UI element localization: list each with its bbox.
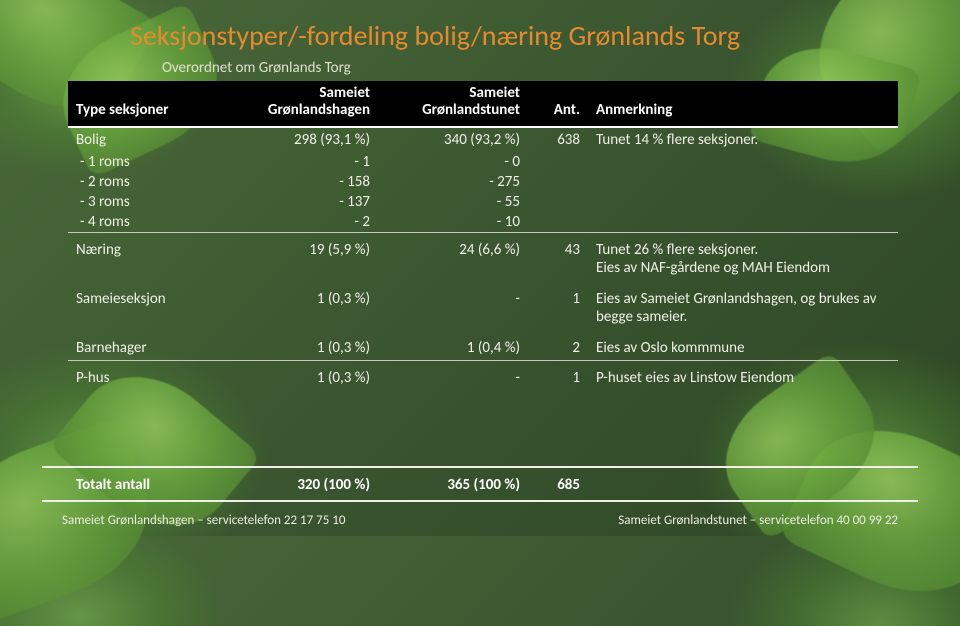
- cell-ant: 638: [528, 127, 588, 152]
- page-title: Seksjonstyper/-fordeling bolig/næring Gr…: [130, 18, 900, 53]
- col-header-tunet-l1: Sameiet: [469, 84, 520, 102]
- cell-anm: Eies av Oslo kommmune: [588, 329, 898, 361]
- totals-bar: Totalt antall 320 (100 %) 365 (100 %) 68…: [42, 466, 918, 502]
- cell-hagen: 298 (93,1 %): [228, 127, 378, 152]
- cell-tunet: - 55: [378, 192, 528, 212]
- cell-hagen: 1 (0,3 %): [228, 329, 378, 361]
- totals-anm: [588, 474, 898, 496]
- cell-ant: 1: [528, 360, 588, 390]
- cell-type: P-hus: [68, 360, 228, 390]
- cell-anm: [588, 172, 898, 192]
- col-header-anm: Anmerkning: [588, 81, 898, 127]
- totals-ant: 685: [528, 474, 588, 496]
- footer: Sameiet Grønlandshagen – servicetelefon …: [42, 513, 918, 528]
- cell-tunet: -: [378, 280, 528, 329]
- cell-ant: 2: [528, 329, 588, 361]
- table-row: - 1 roms - 1 - 0: [68, 152, 898, 172]
- table-row: Barnehager 1 (0,3 %) 1 (0,4 %) 2 Eies av…: [68, 329, 898, 361]
- cell-tunet: 340 (93,2 %): [378, 127, 528, 152]
- cell-hagen: - 1: [228, 152, 378, 172]
- cell-anm: Eies av Sameiet Grønlandshagen, og bruke…: [588, 280, 898, 329]
- sections-table: Type seksjoner Sameiet Grønlandshagen Sa…: [68, 81, 898, 390]
- cell-tunet: - 275: [378, 172, 528, 192]
- cell-tunet: -: [378, 360, 528, 390]
- col-header-type: Type seksjoner: [68, 81, 228, 127]
- cell-ant: [528, 212, 588, 233]
- cell-hagen: - 158: [228, 172, 378, 192]
- footer-left: Sameiet Grønlandshagen – servicetelefon …: [62, 513, 345, 528]
- cell-hagen: - 137: [228, 192, 378, 212]
- col-header-hagen: Sameiet Grønlandshagen: [228, 81, 378, 127]
- cell-tunet: 24 (6,6 %): [378, 232, 528, 280]
- col-header-hagen-l2: Grønlandshagen: [268, 101, 370, 119]
- cell-type: Næring: [68, 232, 228, 280]
- cell-type: - 1 roms: [68, 152, 228, 172]
- cell-anm: [588, 192, 898, 212]
- cell-hagen: 1 (0,3 %): [228, 360, 378, 390]
- table-row: Sameieseksjon 1 (0,3 %) - 1 Eies av Same…: [68, 280, 898, 329]
- cell-anm: P-huset eies av Linstow Eiendom: [588, 360, 898, 390]
- cell-type: Barnehager: [68, 329, 228, 361]
- page-subtitle: Overordnet om Grønlands Torg: [162, 59, 900, 77]
- cell-anm: [588, 212, 898, 233]
- col-header-tunet: Sameiet Grønlandstunet: [378, 81, 528, 127]
- cell-ant: [528, 152, 588, 172]
- totals-row: Totalt antall 320 (100 %) 365 (100 %) 68…: [68, 474, 898, 496]
- totals-table: Totalt antall 320 (100 %) 365 (100 %) 68…: [68, 474, 898, 496]
- cell-tunet: - 10: [378, 212, 528, 233]
- col-header-ant: Ant.: [528, 81, 588, 127]
- totals-tunet: 365 (100 %): [378, 474, 528, 496]
- cell-anm: [588, 152, 898, 172]
- cell-type: Sameieseksjon: [68, 280, 228, 329]
- cell-ant: [528, 192, 588, 212]
- table-header-row: Type seksjoner Sameiet Grønlandshagen Sa…: [68, 81, 898, 127]
- footer-right: Sameiet Grønlandstunet – servicetelefon …: [618, 513, 898, 528]
- slide: Seksjonstyper/-fordeling bolig/næring Gr…: [0, 0, 960, 536]
- table-row: Bolig 298 (93,1 %) 340 (93,2 %) 638 Tune…: [68, 127, 898, 152]
- table-row: Næring 19 (5,9 %) 24 (6,6 %) 43 Tunet 26…: [68, 232, 898, 280]
- cell-hagen: 19 (5,9 %): [228, 232, 378, 280]
- table-row: - 4 roms - 2 - 10: [68, 212, 898, 233]
- table-row: - 3 roms - 137 - 55: [68, 192, 898, 212]
- cell-tunet: 1 (0,4 %): [378, 329, 528, 361]
- cell-anm: Tunet 14 % flere seksjoner.: [588, 127, 898, 152]
- cell-hagen: - 2: [228, 212, 378, 233]
- cell-ant: 1: [528, 280, 588, 329]
- cell-ant: 43: [528, 232, 588, 280]
- cell-ant: [528, 172, 588, 192]
- cell-type: - 3 roms: [68, 192, 228, 212]
- table-row: - 2 roms - 158 - 275: [68, 172, 898, 192]
- cell-type: - 4 roms: [68, 212, 228, 233]
- cell-type: Bolig: [68, 127, 228, 152]
- totals-label: Totalt antall: [68, 474, 228, 496]
- cell-hagen: 1 (0,3 %): [228, 280, 378, 329]
- totals-hagen: 320 (100 %): [228, 474, 378, 496]
- table-row: P-hus 1 (0,3 %) - 1 P-huset eies av Lins…: [68, 360, 898, 390]
- cell-anm: Tunet 26 % flere seksjoner. Eies av NAF-…: [588, 232, 898, 280]
- col-header-hagen-l1: Sameiet: [319, 84, 370, 102]
- cell-tunet: - 0: [378, 152, 528, 172]
- col-header-tunet-l2: Grønlandstunet: [422, 101, 520, 119]
- cell-type: - 2 roms: [68, 172, 228, 192]
